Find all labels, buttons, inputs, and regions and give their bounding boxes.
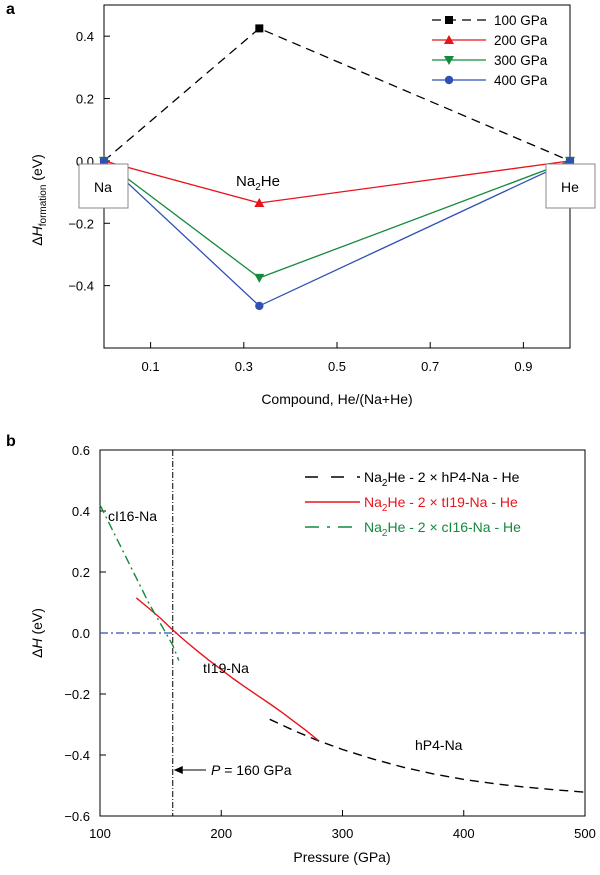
pressure-italic: P bbox=[211, 762, 221, 778]
y-tick-label-b: −0.4 bbox=[64, 748, 90, 763]
legend-label-a: 300 GPa bbox=[494, 53, 548, 68]
panel-label-b: b bbox=[6, 433, 16, 450]
legend-marker-a bbox=[444, 35, 454, 44]
compound-label: Na2He bbox=[236, 173, 280, 193]
x-tick-label-a: 0.7 bbox=[421, 359, 439, 374]
panel-a: a 0.1 0.3 0.5 0.7 0.9 −0.4 −0.2 0.0 0.2 0.4 Na He N… bbox=[0, 0, 600, 420]
x-tick-label-a: 0.3 bbox=[235, 359, 253, 374]
annotation-ti19: tI19-Na bbox=[203, 660, 249, 676]
y-tick-label-a: 0.2 bbox=[76, 92, 94, 107]
a-ylabel-delta: Δ bbox=[29, 236, 45, 245]
data-point-a bbox=[99, 156, 109, 166]
b-ylabel-delta: Δ bbox=[29, 649, 45, 658]
legend-sub: 2 bbox=[382, 503, 388, 514]
annotation-pressure: P = 160 GPa bbox=[211, 762, 292, 778]
y-axis-label-a: ΔHformation (eV) bbox=[29, 154, 49, 246]
x-tick-label-b: 300 bbox=[332, 826, 354, 841]
x-tick-label-b: 200 bbox=[210, 826, 232, 841]
legend-na: Na bbox=[364, 469, 382, 485]
legend-marker-a bbox=[444, 75, 454, 85]
y-tick-label-b: 0.0 bbox=[72, 626, 90, 641]
data-point-a bbox=[255, 24, 264, 33]
a-ylabel-sub: formation bbox=[38, 185, 49, 227]
na-label: Na bbox=[94, 179, 112, 195]
x-tick-label-a: 0.1 bbox=[142, 359, 160, 374]
legend-rest: He - 2 × hP4-Na - He bbox=[387, 469, 519, 485]
compound-main: Na bbox=[236, 173, 256, 190]
series-line-a-2 bbox=[103, 160, 571, 279]
compound-sub: 2 bbox=[255, 182, 261, 193]
panel-b: b 100 200 300 400 500 −0.6 −0.4 −0.2 0.0 0.2 0.4 0.… bbox=[0, 430, 600, 870]
series-line-a-3 bbox=[103, 160, 571, 307]
series-line-a-1 bbox=[103, 160, 571, 204]
a-ylabel-unit: (eV) bbox=[29, 154, 45, 184]
data-point-a bbox=[254, 273, 265, 283]
annotation-hp4: hP4-Na bbox=[415, 737, 463, 753]
compound-tail: He bbox=[261, 173, 280, 190]
y-tick-label-b: 0.2 bbox=[72, 565, 90, 580]
legend-label-a: 200 GPa bbox=[494, 33, 548, 48]
legend-marker-a bbox=[445, 16, 453, 24]
he-box bbox=[545, 163, 596, 209]
y-tick-label-b: −0.6 bbox=[64, 809, 90, 824]
data-point-a bbox=[254, 198, 265, 208]
y-tick-label-b: −0.2 bbox=[64, 687, 90, 702]
legend-sub: 2 bbox=[382, 478, 388, 489]
x-tick-label-b: 500 bbox=[574, 826, 596, 841]
y-tick-label-b: 0.4 bbox=[72, 504, 90, 519]
legend-na: Na bbox=[364, 494, 382, 510]
panel-label-a: a bbox=[6, 1, 15, 18]
chart-b: b 100 200 300 400 500 −0.6 −0.4 −0.2 0.0 0.2 0.4 0.… bbox=[6, 433, 596, 865]
pressure-text: = 160 GPa bbox=[220, 762, 291, 778]
legend-label-a: 100 GPa bbox=[494, 13, 548, 28]
y-axis-label-b: ΔH (eV) bbox=[29, 608, 45, 658]
legend-label-b: Na2He - 2 × cI16-Na - He bbox=[364, 519, 521, 539]
y-tick-label-a: 0.4 bbox=[76, 29, 94, 44]
he-label: He bbox=[561, 179, 579, 195]
legend-sub: 2 bbox=[382, 528, 388, 539]
y-tick-label-a: −0.4 bbox=[68, 279, 94, 294]
x-axis-label-a: Compound, He/(Na+He) bbox=[261, 391, 412, 407]
legend-rest: He - 2 × tI19-Na - He bbox=[387, 494, 518, 510]
data-point-a bbox=[565, 156, 575, 166]
x-tick-label-b: 400 bbox=[453, 826, 475, 841]
annotation-ci16: cI16-Na bbox=[108, 508, 157, 524]
x-tick-label-a: 0.5 bbox=[328, 359, 346, 374]
a-ylabel-h: H bbox=[29, 225, 45, 236]
series-line-b-0 bbox=[269, 718, 586, 793]
series-line-b-1 bbox=[135, 597, 319, 741]
b-ylabel-unit: (eV) bbox=[29, 608, 45, 638]
na-box bbox=[78, 163, 129, 209]
arrow-head bbox=[173, 766, 183, 774]
y-tick-label-a: −0.2 bbox=[68, 216, 94, 231]
legend-label-b: Na2He - 2 × hP4-Na - He bbox=[364, 469, 520, 489]
x-tick-label-b: 100 bbox=[89, 826, 111, 841]
legend-marker-a bbox=[444, 56, 454, 65]
legend-rest: He - 2 × cI16-Na - He bbox=[387, 519, 521, 535]
b-ylabel-h: H bbox=[29, 638, 45, 649]
legend-label-a: 400 GPa bbox=[494, 73, 548, 88]
legend-na: Na bbox=[364, 519, 382, 535]
legend-label-b: Na2He - 2 × tI19-Na - He bbox=[364, 494, 518, 514]
chart-a: a 0.1 0.3 0.5 0.7 0.9−0.4−0.20.00.20.4 Na HeN… bbox=[6, 1, 596, 407]
x-axis-label-b: Pressure (GPa) bbox=[293, 849, 390, 865]
x-tick-label-a: 0.9 bbox=[514, 359, 532, 374]
series-line-b-2 bbox=[99, 504, 180, 661]
series-line-a-0 bbox=[103, 27, 571, 162]
y-tick-label-b: 0.6 bbox=[72, 443, 90, 458]
data-point-a bbox=[255, 301, 264, 311]
